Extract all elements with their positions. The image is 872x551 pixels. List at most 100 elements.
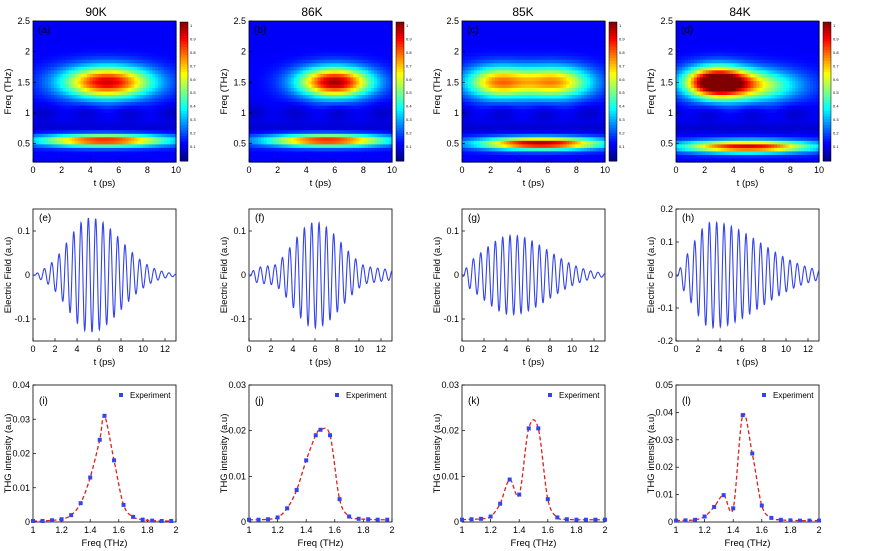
heatmap-cell [386, 87, 390, 93]
colorbar-segment [180, 147, 188, 151]
heatmap-cell [545, 42, 549, 47]
heatmap-cell [50, 38, 55, 43]
heatmap-cell [581, 80, 585, 86]
colorbar-segment [180, 63, 188, 67]
heatmap-cell [287, 116, 292, 121]
heatmap-cell [377, 87, 381, 93]
heatmap-cell [533, 21, 538, 26]
heatmap-cell [566, 42, 570, 47]
heatmap-cell [362, 102, 366, 107]
heatmap-cell [125, 158, 129, 163]
heatmap-cell [356, 154, 360, 160]
heatmap-cell [110, 73, 115, 79]
heatmap-cell [284, 56, 289, 61]
heatmap-cell [500, 35, 505, 40]
heatmap-cell [350, 84, 354, 89]
heatmap-cell [311, 49, 316, 54]
heatmap-cell [86, 137, 91, 142]
heatmap-cell [383, 59, 387, 64]
heatmap-cell [107, 109, 112, 114]
heatmap-cell [317, 144, 322, 149]
heatmap-cell [497, 70, 502, 75]
heatmap-cell [38, 31, 43, 36]
heatmap-cell [524, 66, 529, 71]
heatmap-cell [53, 109, 58, 114]
heatmap-cell [275, 105, 280, 110]
heatmap-cell [575, 21, 579, 26]
heatmap-cell [152, 119, 156, 124]
heatmap-cell [89, 151, 94, 156]
heatmap-cell [338, 63, 342, 68]
heatmap-cell [125, 77, 129, 82]
heatmap-cell [290, 84, 295, 89]
heatmap-cell [380, 154, 384, 160]
heatmap-cell [143, 91, 147, 96]
heatmap-cell [161, 140, 165, 145]
heatmap-cell [41, 77, 46, 82]
y-axis-label: Freq (THz) [219, 69, 230, 115]
heatmap-cell [557, 87, 561, 93]
heatmap-cell [332, 109, 336, 114]
heatmap-cell [338, 116, 342, 121]
heatmap-cell [377, 42, 381, 47]
heatmap-cell [59, 130, 64, 135]
heatmap-cell [293, 123, 298, 128]
heatmap-cell [257, 112, 262, 117]
heatmap-cell [290, 112, 295, 117]
heatmap-cell [323, 73, 328, 79]
heatmap-cell [359, 144, 363, 149]
heatmap-cell [602, 56, 606, 61]
heatmap-cell [65, 77, 70, 82]
heatmap-cell [107, 73, 112, 79]
heatmap-cell [365, 109, 369, 114]
heatmap-cell [479, 45, 484, 50]
heatmap-cell [305, 70, 310, 75]
heatmap-cell [128, 123, 132, 128]
heatmap-cell [290, 52, 295, 57]
heatmap-cell [320, 73, 325, 79]
heatmap-cell [314, 105, 319, 110]
heatmap-cell [116, 77, 120, 82]
heatmap-cell [53, 140, 58, 145]
heatmap-cell [152, 91, 156, 96]
heatmap-cell [284, 102, 289, 107]
heatmap-cell [371, 28, 375, 33]
heatmap-cell [251, 116, 256, 121]
heatmap-cell [86, 24, 91, 29]
colorbar-tick-label: 0.5 [190, 90, 196, 95]
heatmap-cell [311, 73, 316, 79]
heatmap-cell [143, 35, 147, 40]
heatmap-cell [53, 59, 58, 64]
heatmap-cell [323, 87, 328, 93]
heatmap-cell [161, 154, 165, 160]
heatmap-cell [596, 21, 600, 26]
heatmap-cell [146, 158, 150, 163]
heatmap-cell [347, 70, 351, 75]
heatmap-cell [53, 52, 58, 57]
heatmap-cell [284, 28, 289, 33]
heatmap-cell [41, 31, 46, 36]
heatmap-cell [338, 77, 342, 82]
heatmap-cell [326, 95, 331, 100]
heatmap-cell [320, 140, 325, 145]
heatmap-cell [95, 80, 100, 86]
heatmap-cell [59, 63, 64, 68]
heatmap-cell [50, 42, 55, 47]
heatmap-cell [62, 24, 67, 29]
heatmap-cell [362, 84, 366, 89]
heatmap-cell [368, 70, 372, 75]
heatmap-cell [563, 52, 567, 57]
heatmap-cell [113, 151, 118, 156]
heatmap-cell [335, 42, 339, 47]
heatmap-cell [374, 158, 378, 163]
heatmap-cell [38, 84, 43, 89]
colorbar-tick-label: 0.7 [406, 63, 412, 68]
heatmap-cell [170, 84, 174, 89]
heatmap-cell [56, 80, 61, 86]
heatmap-cell [65, 109, 70, 114]
heatmap-cell [173, 109, 177, 114]
heatmap-cell [326, 56, 331, 61]
heatmap-cell [92, 59, 97, 64]
heatmap-cell [320, 31, 325, 36]
heatmap-cell [170, 42, 174, 47]
